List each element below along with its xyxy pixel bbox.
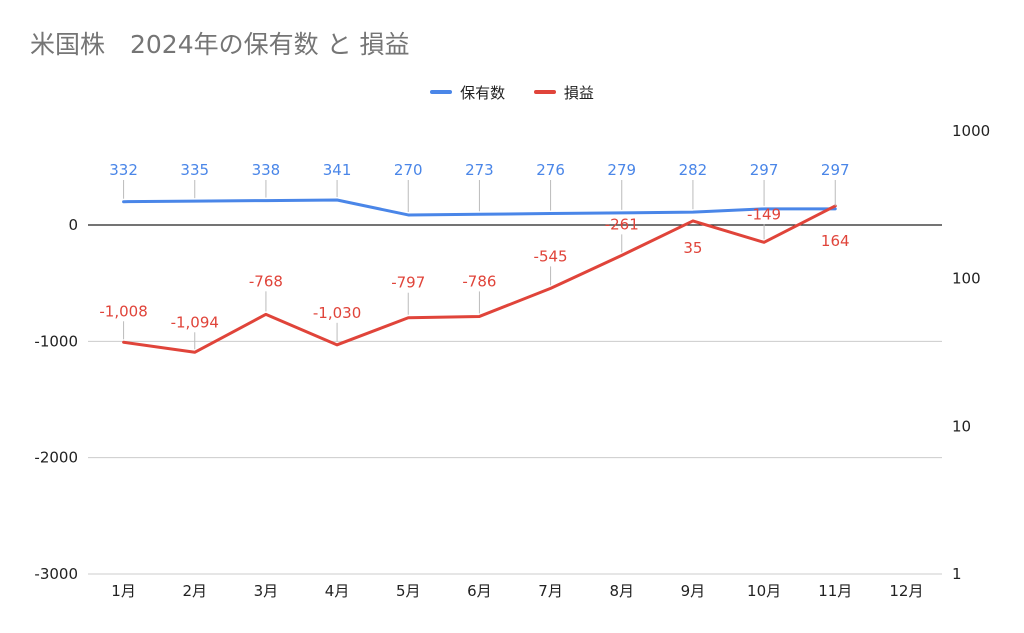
- x-tick-label: 2月: [182, 582, 207, 600]
- legend-item-pnl[interactable]: 損益: [533, 82, 594, 103]
- x-tick-label: 12月: [889, 582, 923, 600]
- data-label-holdings: 273: [465, 161, 494, 179]
- data-label-holdings: 335: [180, 161, 209, 179]
- data-label-pnl: -1,094: [171, 313, 219, 331]
- data-label-pnl: -149: [747, 205, 781, 223]
- data-label-holdings: 338: [252, 161, 281, 179]
- data-label-holdings: 297: [821, 161, 850, 179]
- legend-swatch-holdings: [430, 90, 453, 94]
- legend: 保有数 損益: [0, 80, 1024, 103]
- data-label-pnl: -1,008: [99, 302, 147, 320]
- x-tick-label: 10月: [747, 582, 781, 600]
- y-right-tick-label: 100: [952, 270, 981, 288]
- x-tick-label: 11月: [818, 582, 852, 600]
- legend-label-pnl: 損益: [563, 83, 594, 102]
- data-label-holdings: 279: [607, 161, 636, 179]
- data-label-holdings: 282: [679, 161, 708, 179]
- x-tick-label: 5月: [396, 582, 421, 600]
- y-left-tick-label: -3000: [34, 565, 78, 583]
- x-tick-label: 4月: [325, 582, 350, 600]
- data-label-holdings: 270: [394, 161, 423, 179]
- x-tick-label: 3月: [254, 582, 279, 600]
- series-line-pnl: [122, 204, 837, 354]
- data-label-pnl: 164: [821, 232, 850, 250]
- data-label-pnl: -786: [462, 272, 496, 290]
- y-left-tick-label: -2000: [34, 449, 78, 467]
- chart-title: 米国株 2024年の保有数 と 損益: [30, 30, 410, 59]
- data-label-holdings: 332: [109, 161, 138, 179]
- y-right-tick-label: 10: [952, 417, 971, 435]
- x-tick-label: 6月: [467, 582, 492, 600]
- y-left-tick-label: 0: [68, 216, 78, 234]
- data-label-holdings: 341: [323, 161, 352, 179]
- legend-swatch-pnl: [533, 90, 556, 94]
- data-label-pnl: -797: [391, 274, 425, 292]
- series-line-holdings: [122, 198, 837, 217]
- data-label-pnl: -1,030: [313, 304, 361, 322]
- data-label-holdings: 297: [750, 161, 779, 179]
- y-right-tick-label: 1: [952, 565, 962, 583]
- x-tick-label: 7月: [538, 582, 563, 600]
- legend-item-holdings[interactable]: 保有数: [430, 82, 505, 103]
- legend-label-holdings: 保有数: [460, 83, 506, 102]
- data-label-holdings: 276: [536, 161, 565, 179]
- data-label-pnl: -768: [249, 272, 283, 290]
- x-tick-label: 1月: [111, 582, 136, 600]
- data-label-pnl: -545: [534, 247, 568, 265]
- x-tick-label: 8月: [609, 582, 634, 600]
- y-right-tick-label: 1000: [952, 122, 990, 140]
- y-left-tick-label: -1000: [34, 332, 78, 350]
- data-label-pnl: 35: [683, 239, 702, 257]
- data-label-pnl: -261: [605, 215, 639, 233]
- x-tick-label: 9月: [681, 582, 706, 600]
